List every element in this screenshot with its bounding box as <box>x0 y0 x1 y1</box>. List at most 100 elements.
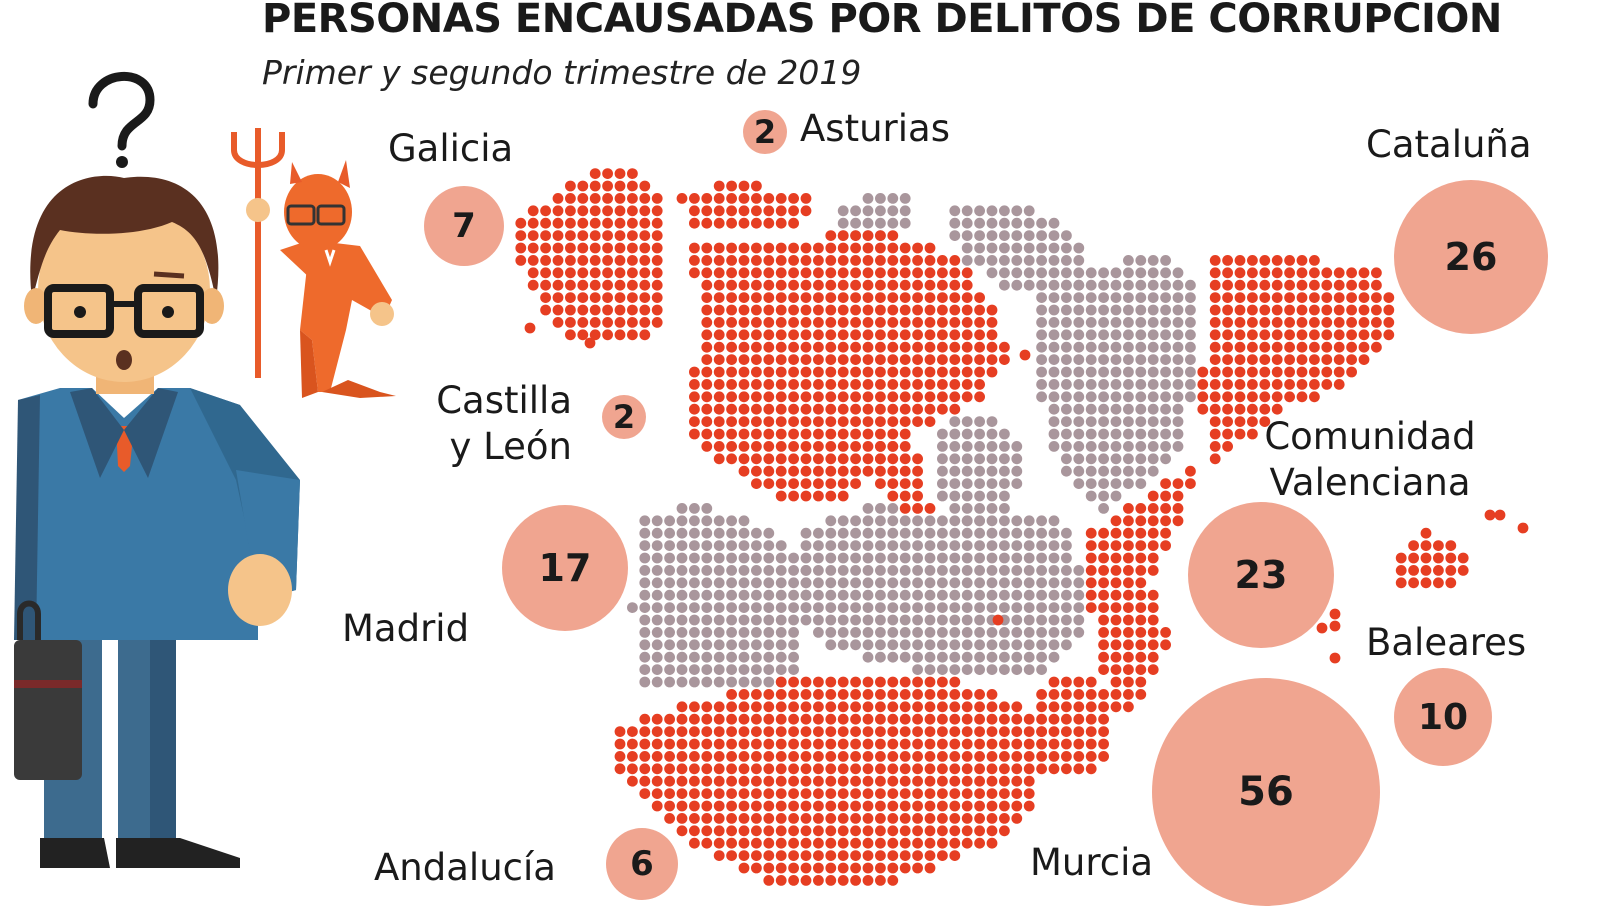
map-dot <box>986 242 998 254</box>
map-dot <box>751 651 762 663</box>
map-dot <box>738 515 750 527</box>
map-dot <box>1433 552 1444 564</box>
map-dot <box>1023 255 1035 266</box>
map-dot <box>1085 304 1097 316</box>
map-dot <box>887 726 899 737</box>
map-dot <box>800 193 812 204</box>
map-dot <box>1123 552 1134 564</box>
map-dot <box>800 689 812 700</box>
map-dot <box>751 255 762 266</box>
map-dot <box>713 180 725 192</box>
map-dot <box>1147 428 1159 440</box>
map-dot <box>788 565 799 576</box>
map-dot <box>1123 627 1134 638</box>
map-dot <box>1085 490 1097 502</box>
map-dot <box>639 515 651 527</box>
map-dot <box>775 602 787 613</box>
map-dot <box>1309 267 1320 279</box>
map-dot <box>1247 341 1258 353</box>
map-dot <box>1061 366 1072 378</box>
label-galicia: Galicia <box>388 127 514 170</box>
map-dot <box>565 304 576 316</box>
map-dot <box>937 775 948 787</box>
map-dot <box>726 800 737 812</box>
map-dot <box>825 639 837 651</box>
map-dot <box>1383 329 1395 341</box>
map-dot <box>775 354 787 365</box>
map-dot <box>837 676 849 688</box>
map-dot <box>651 515 663 527</box>
map-dot <box>1073 428 1085 440</box>
map-dot <box>850 242 861 254</box>
map-dot <box>850 428 861 440</box>
map-dot <box>788 465 799 477</box>
map-dot <box>1247 267 1258 279</box>
map-dot <box>1023 763 1035 775</box>
map-dot <box>651 751 663 762</box>
map-dot <box>961 689 973 700</box>
map-dot <box>813 391 824 403</box>
map-dot <box>627 738 638 750</box>
map-dot <box>837 763 849 775</box>
map-dot <box>788 775 799 787</box>
map-dot <box>937 478 948 489</box>
map-dot <box>1023 205 1035 217</box>
map-dot <box>689 217 700 229</box>
map-dot <box>887 602 899 613</box>
map-region-aragon <box>1036 255 1196 514</box>
map-dot <box>651 242 663 254</box>
map-dot <box>899 205 911 217</box>
map-dot <box>1110 366 1122 378</box>
map-dot <box>751 850 762 861</box>
map-dot <box>639 763 651 775</box>
map-dot <box>788 589 799 601</box>
map-dot <box>825 292 837 303</box>
map-dot <box>825 788 837 799</box>
map-dot <box>999 515 1010 527</box>
map-dot <box>726 788 737 799</box>
map-dot <box>1098 738 1109 750</box>
map-dot <box>1209 329 1221 341</box>
map-dot <box>1098 317 1109 328</box>
map-dot <box>999 428 1010 440</box>
map-dot <box>850 689 861 700</box>
map-dot <box>738 292 750 303</box>
map-dot <box>639 527 651 539</box>
map-dot <box>986 304 998 316</box>
map-dot <box>1019 349 1031 361</box>
map-dot <box>850 478 861 489</box>
map-dot <box>664 515 675 527</box>
map-dot <box>887 403 899 415</box>
map-dot <box>713 837 725 849</box>
map-dot <box>924 279 936 291</box>
map-dot <box>912 825 923 837</box>
map-dot <box>912 403 923 415</box>
map-dot <box>726 850 737 861</box>
map-dot <box>627 317 638 328</box>
map-dot <box>788 453 799 465</box>
map-dot <box>1110 676 1122 688</box>
map-dot <box>1147 329 1159 341</box>
map-dot <box>850 738 861 750</box>
map-dot <box>639 565 651 576</box>
map-dot <box>937 689 948 700</box>
map-dot <box>899 577 911 589</box>
map-dot <box>1048 602 1060 613</box>
map-dot <box>837 416 849 427</box>
map-dot <box>961 515 973 527</box>
map-dot <box>1023 540 1035 551</box>
map-dot <box>713 354 725 365</box>
map-dot <box>937 366 948 378</box>
map-dot <box>676 664 688 675</box>
map-dot <box>961 837 973 849</box>
map-dot <box>726 726 737 737</box>
map-dot <box>999 825 1010 837</box>
map-dot <box>1135 391 1147 403</box>
map-dot <box>974 589 985 601</box>
map-dot <box>664 589 675 601</box>
map-dot <box>1160 515 1171 527</box>
map-dot <box>1036 304 1047 316</box>
map-dot <box>689 205 700 217</box>
map-dot <box>1209 317 1221 328</box>
map-dot <box>837 242 849 254</box>
